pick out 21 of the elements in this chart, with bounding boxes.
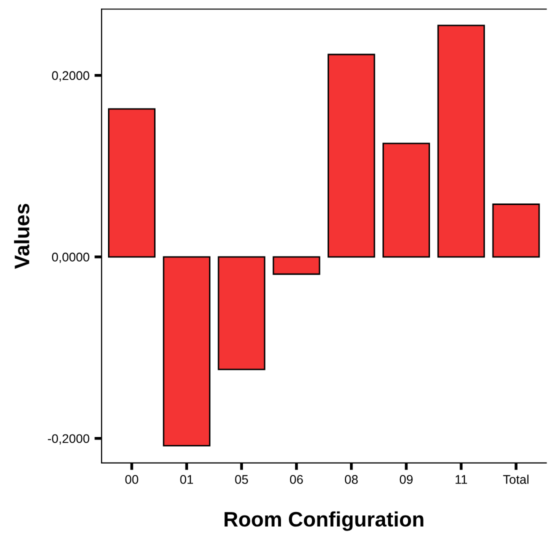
x-tick-label: 11 [456, 475, 468, 484]
y-tick-label: -0,2000 [48, 434, 90, 445]
bar [328, 54, 376, 258]
y-axis-title: Values [14, 204, 30, 269]
bar [272, 256, 320, 275]
bar [382, 142, 430, 258]
bar [437, 24, 485, 258]
y-tick-label: 0,2000 [52, 71, 90, 82]
x-tick-label: 01 [180, 475, 194, 484]
bar [492, 204, 540, 258]
x-tick-label: 05 [235, 475, 248, 484]
x-tick-label: Total [503, 474, 528, 484]
x-tick-label: 08 [344, 475, 358, 484]
x-tick-label: 06 [290, 475, 303, 484]
x-tick-label: 00 [125, 475, 138, 484]
x-axis-title: Room Configuration [224, 511, 424, 531]
bar [162, 256, 210, 446]
bar [218, 256, 266, 370]
x-tick-label: 09 [400, 475, 413, 484]
bar [108, 108, 156, 258]
y-tick-label: 0,0000 [52, 252, 90, 264]
